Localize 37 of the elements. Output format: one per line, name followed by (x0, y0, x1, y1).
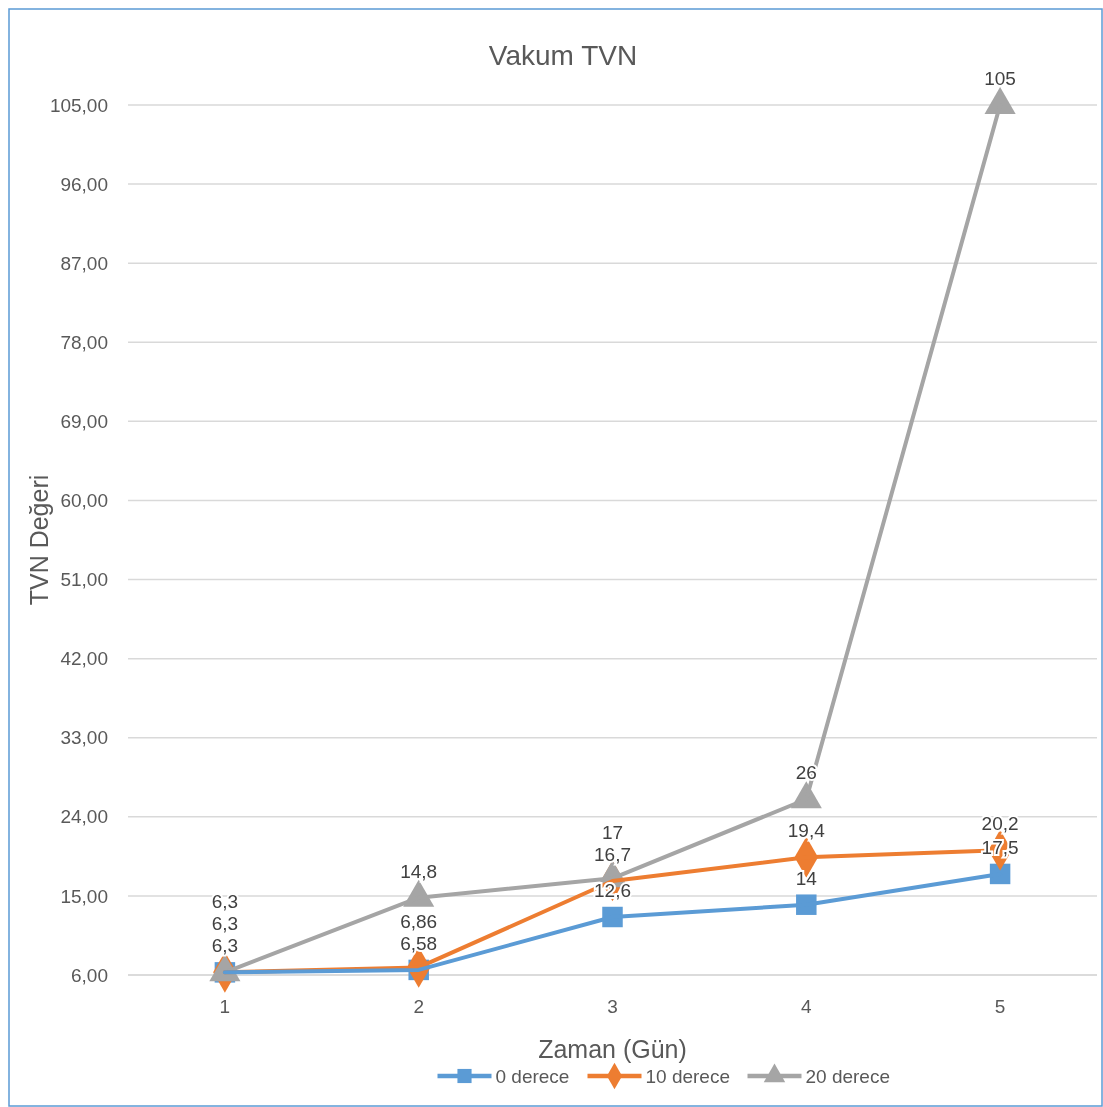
data-label: 6,3 (211, 891, 239, 913)
y-tick-label: 51,00 (60, 569, 108, 591)
point (984, 87, 1016, 114)
y-tick-label: 24,00 (60, 806, 108, 828)
data-label: 26 (795, 762, 817, 784)
data-label: 19,4 (787, 820, 826, 842)
data-label: 6,3 (211, 913, 239, 935)
y-tick-label: 96,00 (60, 173, 108, 195)
x-tick-label: 5 (994, 996, 1006, 1017)
y-tick-label: 42,00 (60, 648, 108, 670)
x-tick-label: 3 (607, 996, 618, 1017)
x-tick-label: 4 (801, 996, 813, 1017)
y-tick-label: 33,00 (60, 727, 108, 749)
legend-label: 20 derece (805, 1065, 891, 1087)
x-tick-label: 2 (413, 996, 424, 1017)
x-tick-label: 1 (219, 996, 231, 1017)
y-tick-label: 78,00 (60, 331, 108, 353)
data-label: 6,86 (400, 910, 438, 932)
data-label: 105 (984, 68, 1016, 89)
y-tick-label: 60,00 (60, 490, 108, 512)
y-axis-title: TVN Değeri (25, 474, 53, 606)
data-label: 6,3 (211, 935, 239, 957)
y-tick-label: 15,00 (60, 885, 108, 907)
chart-title: Vakum TVN (488, 40, 638, 71)
data-label: 6,58 (400, 932, 438, 954)
data-label: 17 (601, 821, 624, 843)
data-label: 14,8 (400, 860, 438, 882)
legend-label: 10 derece (645, 1065, 731, 1087)
y-tick-label: 87,00 (60, 252, 108, 274)
data-label: 20,2 (981, 813, 1019, 835)
x-axis-title: Zaman (Gün) (538, 1035, 687, 1063)
y-tick-label: 6,00 (71, 964, 108, 986)
y-tick-label: 69,00 (60, 411, 108, 433)
legend-label: 0 derece (495, 1065, 570, 1087)
data-label: 16,7 (594, 843, 631, 865)
y-tick-label: 105,00 (49, 94, 108, 116)
data-label: 14 (795, 867, 818, 889)
